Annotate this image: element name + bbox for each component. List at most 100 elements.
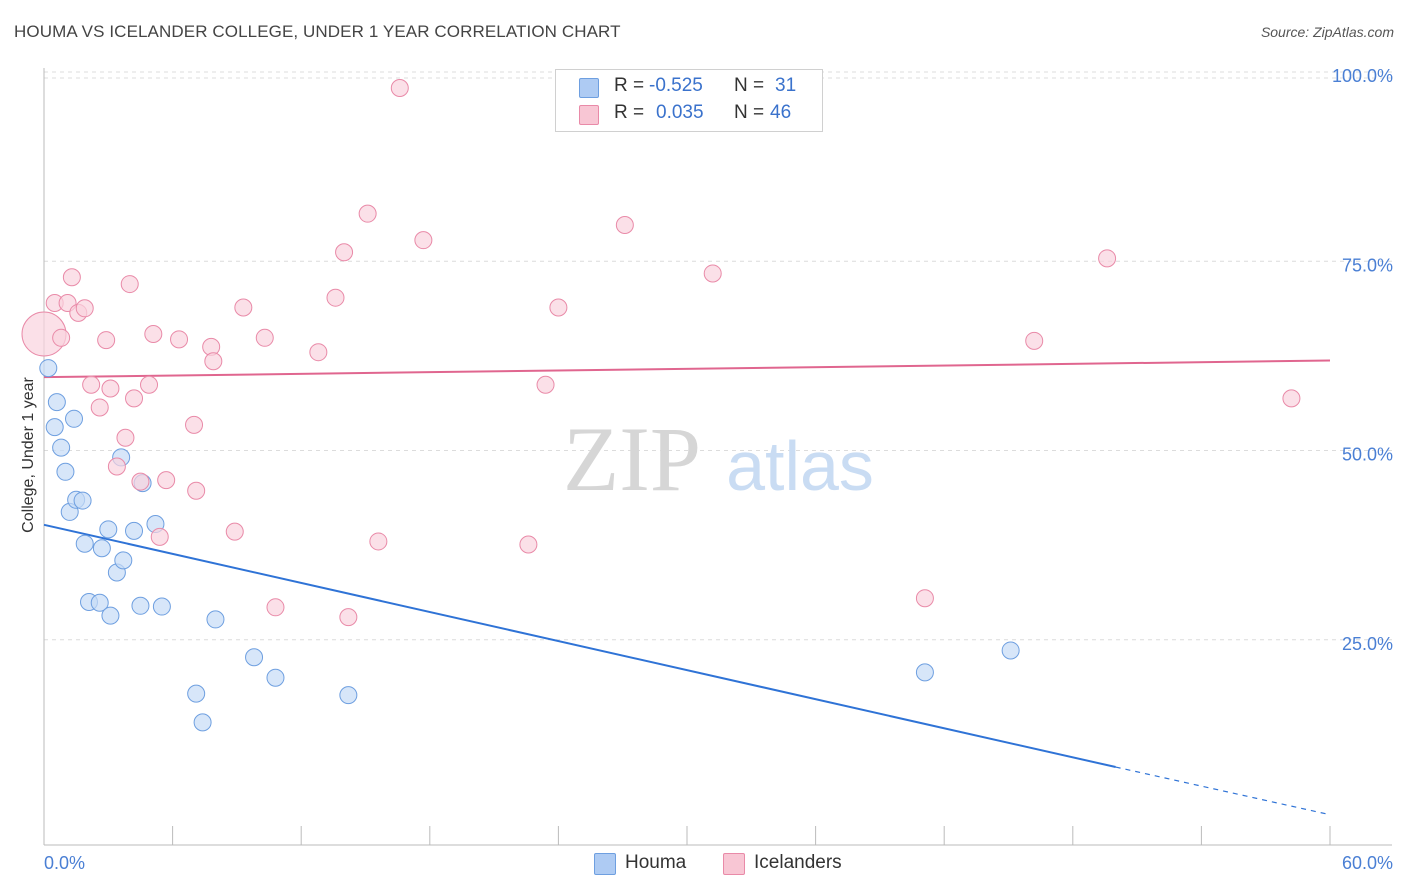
data-point [75,299,94,318]
data-point [390,79,409,97]
data-point [114,551,133,570]
data-point [90,398,109,417]
data-point [131,596,150,615]
data-point [125,521,144,540]
data-point [107,457,126,476]
data-point [90,593,109,612]
legend-n-label: N = [734,102,765,123]
data-point [326,288,345,307]
data-point [339,686,358,705]
data-point [97,331,116,350]
data-point [144,325,163,344]
data-point [519,535,538,554]
data-point [234,298,253,317]
legend-n-label: N = [734,75,765,96]
legend-n-value: 31 [775,75,797,96]
data-point [1001,641,1020,660]
data-point [47,393,66,412]
legend-swatch-icelanders [579,105,599,125]
data-point [52,328,71,347]
y-axis-label: College, Under 1 year [20,377,37,533]
data-point [82,375,101,394]
data-point [358,204,377,223]
data-point [170,330,189,349]
data-point [1098,249,1117,268]
data-point [101,379,120,398]
gridlines [44,71,1392,641]
y-tick-label: 25.0% [1342,634,1393,654]
data-point [414,231,433,250]
data-point [204,352,223,371]
bottom-legend-label-icelanders: Icelanders [754,852,842,873]
legend-r-value: -0.525 [649,75,703,96]
legend: R = -0.525 N = 31 R = 0.035 N = 46 [555,69,823,132]
data-point [150,527,169,546]
y-tick-label: 50.0% [1342,445,1393,465]
legend-r-value: 0.035 [656,102,704,123]
data-point [335,243,354,262]
data-point [206,610,225,629]
data-point [56,462,75,481]
data-point [536,375,555,394]
bottom-legend-label-houma: Houma [625,852,687,873]
data-point [615,216,634,235]
data-points [21,79,1301,732]
data-point [75,534,94,553]
watermark-zip: ZIP [563,408,701,510]
data-point [245,648,264,667]
data-point [45,418,64,437]
trend-line-extension [1115,766,1331,816]
data-point [193,713,212,732]
data-point [369,532,388,551]
data-point [99,520,118,539]
data-point [309,343,328,362]
x-tick-label: 0.0% [44,853,85,873]
data-point [915,589,934,608]
data-point [92,539,111,558]
y-tick-label: 75.0% [1342,255,1393,275]
watermark: ZIP atlas [563,408,874,510]
data-point [266,668,285,687]
data-point [140,375,159,394]
x-tick-label: 60.0% [1342,853,1393,873]
x-tick-labels: 0.0% 60.0% [44,853,1393,873]
data-point [1282,389,1301,408]
data-point [187,481,206,500]
data-point [101,606,120,625]
axes [43,68,1392,846]
watermark-atlas: atlas [726,427,874,505]
data-point [39,359,58,378]
data-point [125,389,144,408]
data-point [52,438,71,457]
bottom-legend-swatch-icelanders [723,853,745,875]
chart-title: HOUMA VS ICELANDER COLLEGE, UNDER 1 YEAR… [14,22,621,41]
data-point [703,264,722,283]
trend-line [43,523,1116,769]
data-point [65,409,84,428]
data-point [185,415,204,434]
legend-n-value: 46 [770,102,792,123]
data-point [116,428,135,447]
data-point [187,684,206,703]
legend-r-label: R = [614,75,645,96]
source-attribution: Source: ZipAtlas.com [1260,24,1394,40]
data-point [73,491,92,510]
data-point [120,275,139,294]
data-point [255,328,274,347]
data-point [549,298,568,317]
trend-line [43,359,1331,379]
data-point [339,608,358,627]
data-point [131,472,150,491]
data-point [152,597,171,616]
trend-lines [43,359,1331,816]
data-point [62,268,81,287]
legend-swatch-houma [579,78,599,98]
bottom-legend-swatch-houma [594,853,616,875]
data-point [1025,331,1044,350]
y-tick-labels: 25.0% 50.0% 75.0% 100.0% [1332,66,1393,654]
data-point [266,598,285,617]
data-point [915,663,934,682]
y-tick-label: 100.0% [1332,66,1393,86]
legend-r-label: R = [614,102,645,123]
